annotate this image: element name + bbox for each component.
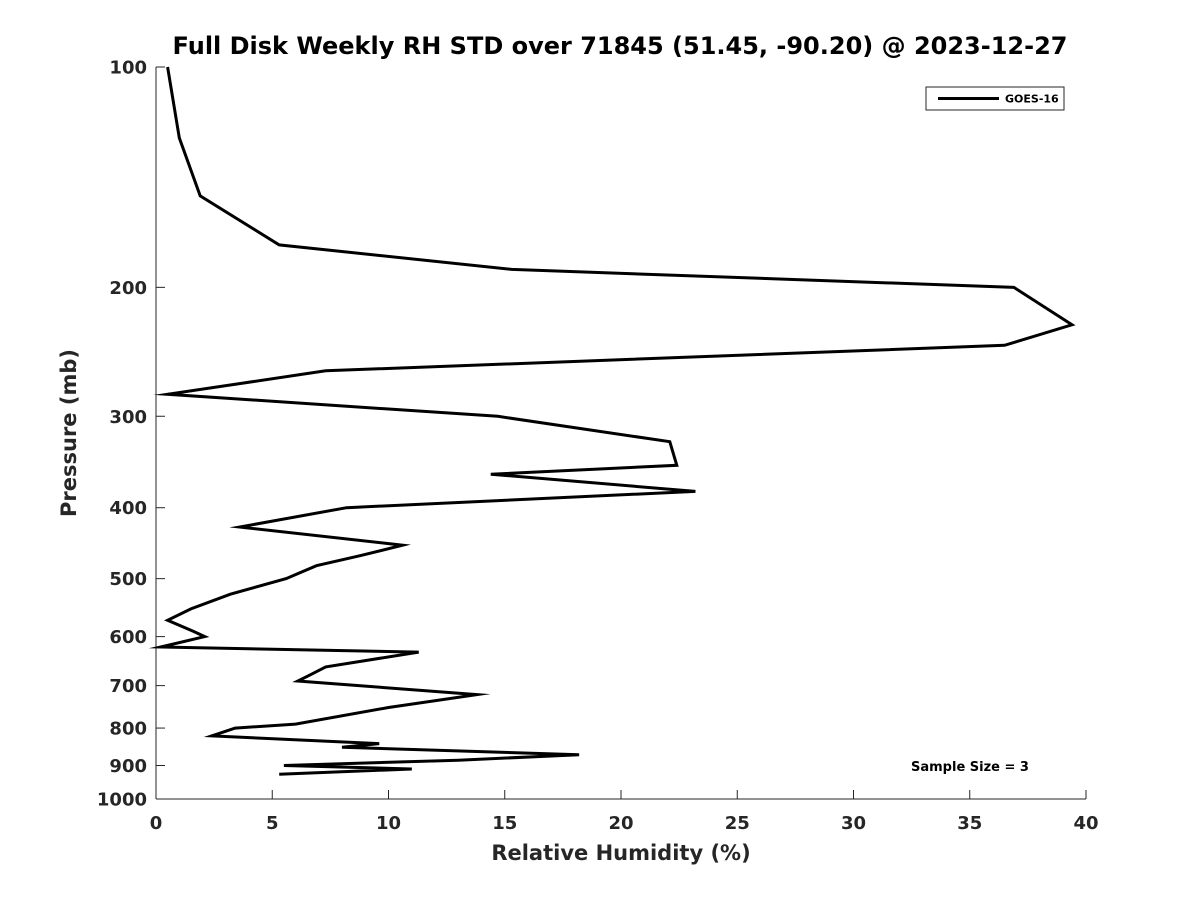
chart-title: Full Disk Weekly RH STD over 71845 (51.4… bbox=[173, 32, 1068, 60]
y-tick-label: 200 bbox=[109, 278, 147, 299]
y-tick-label: 300 bbox=[109, 407, 147, 428]
x-tick-label: 0 bbox=[150, 813, 163, 834]
x-ticks: 0 5 10 15 20 25 30 35 40 bbox=[150, 790, 1099, 834]
y-tick-label: 500 bbox=[109, 569, 147, 590]
x-tick-label: 40 bbox=[1073, 813, 1098, 834]
y-tick-label: 600 bbox=[109, 627, 147, 648]
series-line-goes-16 bbox=[148, 66, 1076, 776]
y-tick-label: 700 bbox=[109, 676, 147, 697]
x-axis-label: Relative Humidity (%) bbox=[491, 841, 750, 865]
x-tick-label: 30 bbox=[841, 813, 866, 834]
y-ticks: 100 200 300 400 500 600 700 800 900 1000 bbox=[97, 58, 165, 811]
y-axis-label: Pressure (mb) bbox=[57, 349, 81, 517]
series-layer bbox=[148, 66, 1076, 776]
x-tick-label: 20 bbox=[608, 813, 633, 834]
y-tick-label: 100 bbox=[109, 58, 147, 79]
x-tick-label: 15 bbox=[492, 813, 517, 834]
y-tick-label: 800 bbox=[109, 719, 147, 740]
x-tick-label: 35 bbox=[957, 813, 982, 834]
legend: GOES-16 bbox=[925, 86, 1065, 111]
x-tick-label: 25 bbox=[725, 813, 750, 834]
y-tick-label: 900 bbox=[109, 756, 147, 777]
y-tick-label: 400 bbox=[109, 498, 147, 519]
y-tick-label: 1000 bbox=[97, 790, 147, 811]
x-tick-label: 5 bbox=[266, 813, 279, 834]
x-tick-label: 10 bbox=[376, 813, 401, 834]
sample-size-annotation: Sample Size = 3 bbox=[911, 760, 1029, 775]
legend-label-goes-16: GOES-16 bbox=[1005, 93, 1059, 106]
